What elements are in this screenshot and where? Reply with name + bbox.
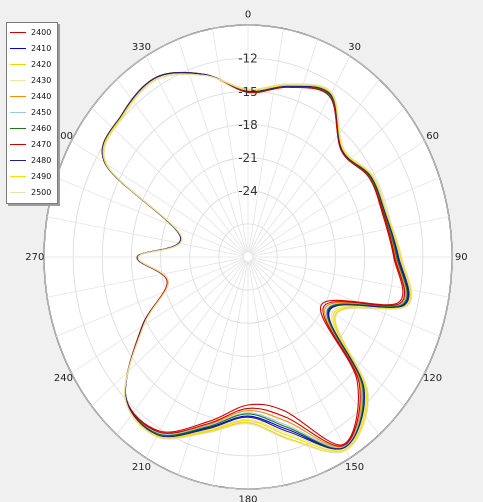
angle-gridline [251,177,440,256]
angle-tick-label: 90 [455,252,468,263]
angle-tick-label: 180 [238,494,257,502]
angle-gridline [116,260,246,435]
legend-swatch [10,191,26,193]
angle-gridline [212,28,248,253]
legend-item-2470: 2470 [7,136,57,152]
angle-gridline [71,140,245,255]
legend-swatch [10,79,26,81]
series-line-2500 [103,73,413,454]
angle-tick-label: 30 [348,42,361,53]
angle-gridline [251,257,449,298]
angle-gridline [91,259,246,407]
angle-gridline [250,79,380,254]
legend-swatch [10,159,26,161]
angle-gridline [56,258,245,337]
angle-gridline [249,55,351,254]
angle-gridline [56,177,245,256]
radial-tick-label: -12 [238,52,258,66]
legend-item-2400: 2400 [7,24,57,40]
radial-tick-label: -18 [238,118,258,132]
angle-gridline [47,257,245,298]
angle-tick-label: 150 [345,462,364,473]
angle-gridline [145,260,247,459]
angle-gridline [248,261,284,486]
legend-item-2430: 2430 [7,72,57,88]
angle-gridline [212,261,248,486]
legend-label: 2400 [31,27,52,37]
legend-item-2410: 2410 [7,40,57,56]
legend-label: 2460 [31,123,52,133]
angle-gridline [251,258,440,337]
radial-tick-label: -24 [238,184,258,198]
legend-swatch [10,143,26,145]
legend-swatch [10,63,26,65]
angle-gridline [145,55,247,254]
legend: 2400 2410 2420 2430 2440 2450 2460 2470 2480 2490… [6,22,58,204]
legend-label: 2490 [31,171,52,181]
legend-label: 2440 [31,91,52,101]
angle-gridline [91,107,246,255]
angle-gridline [47,216,245,257]
legend-item-2490: 2490 [7,168,57,184]
legend-item-2500: 2500 [7,184,57,200]
legend-label: 2430 [31,75,52,85]
angle-gridline [250,259,405,407]
angle-gridline [249,38,319,253]
angle-gridline [250,107,405,255]
radial-tick-label: -21 [238,151,258,165]
angle-tick-label: 330 [132,42,151,53]
angle-gridline [116,79,246,254]
legend-label: 2480 [31,155,52,165]
angle-tick-label: 60 [426,131,439,142]
legend-item-2480: 2480 [7,152,57,168]
angle-tick-label: 210 [132,462,151,473]
legend-label: 2470 [31,139,52,149]
legend-label: 2500 [31,187,52,197]
angle-gridline [71,259,245,374]
angle-gridline [249,260,351,459]
legend-label: 2420 [31,59,52,69]
legend-item-2460: 2460 [7,120,57,136]
legend-swatch [10,31,26,33]
legend-item-2450: 2450 [7,104,57,120]
angle-tick-label: 240 [54,373,73,384]
angle-tick-label: 120 [423,373,442,384]
legend-label: 2410 [31,43,52,53]
angle-tick-label: 300 [54,131,73,142]
angle-tick-label: 0 [245,10,251,21]
angle-gridline [177,261,247,476]
angle-gridline [251,216,449,257]
legend-swatch [10,47,26,49]
angle-gridline [251,259,425,374]
legend-swatch [10,95,26,97]
angle-gridline [251,140,425,255]
angle-tick-label: 270 [25,252,44,263]
legend-label: 2450 [31,107,52,117]
legend-item-2420: 2420 [7,56,57,72]
legend-item-2440: 2440 [7,88,57,104]
legend-swatch [10,175,26,177]
legend-swatch [10,111,26,113]
radial-tick-label: -15 [238,85,258,99]
legend-swatch [10,127,26,129]
angle-gridline [248,28,284,253]
